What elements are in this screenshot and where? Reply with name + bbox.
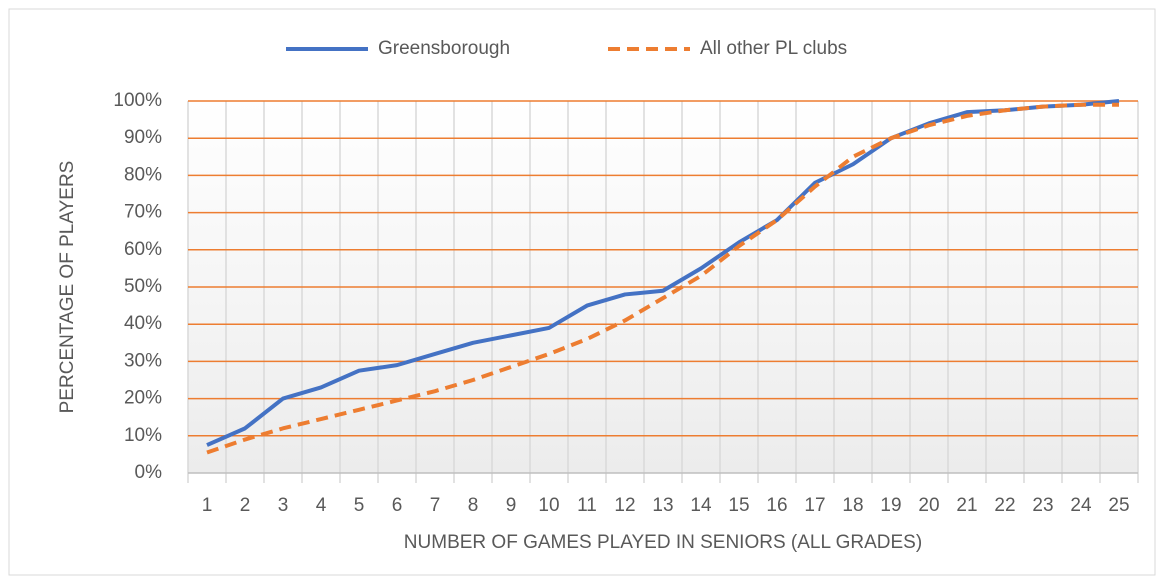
x-tick-label: 16 (766, 495, 787, 516)
y-tick-label: 40% (124, 313, 162, 334)
y-tick-label: 0% (135, 462, 163, 483)
x-tick-label: 15 (728, 495, 749, 516)
x-tick-label: 25 (1108, 495, 1129, 516)
x-tick-label: 8 (468, 495, 479, 516)
legend-label: Greensborough (378, 38, 510, 59)
legend-label: All other PL clubs (700, 38, 847, 59)
y-tick-label: 10% (124, 425, 162, 446)
y-tick-label: 90% (124, 127, 162, 148)
x-tick-label: 3 (278, 495, 289, 516)
x-tick-label: 11 (577, 495, 597, 516)
x-tick-label: 13 (652, 495, 673, 516)
y-tick-label: 60% (124, 239, 162, 260)
x-tick-label: 1 (202, 495, 213, 516)
x-tick-label: 22 (994, 495, 1015, 516)
x-tick-label: 5 (354, 495, 365, 516)
x-tick-label: 10 (538, 495, 559, 516)
x-tick-label: 12 (614, 495, 635, 516)
x-tick-label: 19 (880, 495, 901, 516)
y-tick-label: 70% (124, 202, 162, 223)
x-tick-label: 7 (430, 495, 441, 516)
y-tick-label: 20% (124, 388, 162, 409)
y-tick-label: 30% (124, 350, 162, 371)
x-tick-label: 17 (804, 495, 825, 516)
x-tick-label: 14 (690, 495, 712, 516)
x-tick-label: 21 (956, 495, 977, 516)
x-axis-title: NUMBER OF GAMES PLAYED IN SENIORS (ALL G… (404, 532, 922, 553)
series-line (206, 99, 1120, 447)
x-tick-label: 23 (1032, 495, 1053, 516)
x-tick-label: 24 (1070, 495, 1092, 516)
y-tick-label: 50% (124, 276, 162, 297)
x-tick-label: 4 (316, 495, 327, 516)
x-tick-label: 9 (506, 495, 517, 516)
x-tick-label: 18 (842, 495, 863, 516)
series-line (206, 102, 1119, 455)
x-tick-label: 6 (392, 495, 403, 516)
y-tick-label: 80% (124, 164, 162, 185)
x-tick-label: 2 (240, 495, 251, 516)
y-tick-label: 100% (113, 90, 162, 111)
x-tick-label: 20 (918, 495, 939, 516)
y-axis-title: PERCENTAGE OF PLAYERS (57, 161, 78, 414)
